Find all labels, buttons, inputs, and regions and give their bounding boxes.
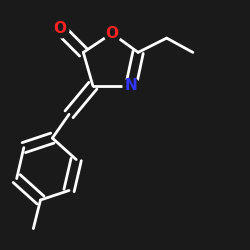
Text: N: N — [124, 78, 137, 93]
Text: O: O — [53, 21, 66, 36]
Text: O: O — [106, 26, 118, 41]
